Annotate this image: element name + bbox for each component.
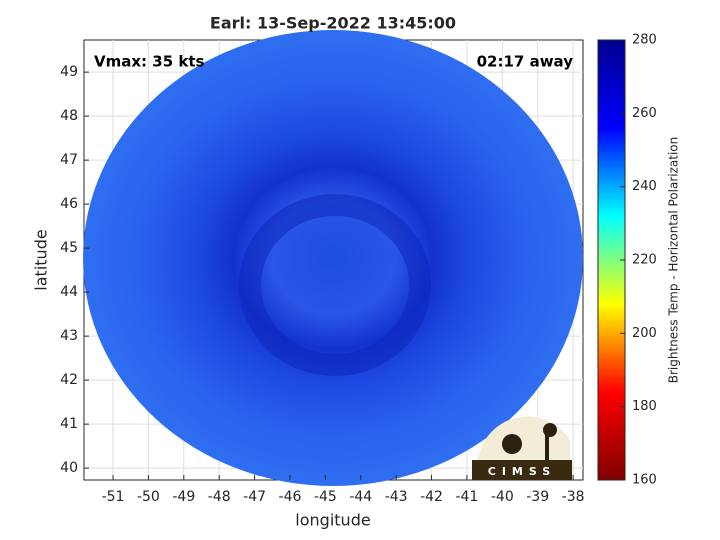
x-tick-label: -51 (102, 489, 125, 505)
y-tick-label: 44 (60, 284, 78, 300)
x-tick-label: -40 (491, 489, 514, 505)
colorbar-tick-label: 200 (632, 326, 657, 341)
y-tick-label: 45 (60, 240, 78, 256)
annotation: Vmax: 35 kts (94, 53, 204, 71)
x-tick-label: -41 (455, 489, 478, 505)
colorbar-tick-label: 240 (632, 179, 657, 194)
swath (83, 30, 583, 486)
y-tick-label: 41 (60, 416, 78, 432)
colorbar-tick-label: 220 (632, 253, 657, 268)
colorbar-tick-label: 180 (632, 399, 657, 414)
x-tick-label: -42 (420, 489, 443, 505)
colorbar-tick-label: 160 (632, 473, 657, 488)
x-tick-label: -38 (562, 489, 585, 505)
x-tick-label: -45 (314, 489, 337, 505)
x-tick-label: -39 (526, 489, 549, 505)
x-axis-label: longitude (295, 511, 370, 530)
y-tick-label: 43 (60, 328, 78, 344)
x-tick-label: -48 (208, 489, 231, 505)
x-tick-label: -47 (243, 489, 266, 505)
y-tick-label: 48 (60, 108, 78, 124)
logo: CIMSS (472, 416, 572, 480)
colorbar-tick-label: 280 (632, 33, 657, 48)
colorbar-label: Brightness Temp - Horizontal Polarizatio… (667, 137, 681, 384)
y-tick-label: 42 (60, 372, 78, 388)
y-tick-label: 46 (60, 196, 78, 212)
x-tick-label: -43 (385, 489, 408, 505)
eye-ring (239, 194, 431, 376)
y-tick-label: 40 (60, 460, 78, 476)
y-tick-label: 47 (60, 152, 78, 168)
logo-text: CIMSS (488, 465, 556, 478)
chart-title: Earl: 13-Sep-2022 13:45:00 (210, 14, 456, 33)
x-tick-label: -50 (137, 489, 160, 505)
y-axis-label: latitude (32, 229, 51, 290)
annotation: 02:17 away (477, 53, 574, 71)
x-tick-label: -49 (172, 489, 195, 505)
x-tick-label: -44 (349, 489, 372, 505)
x-tick-label: -46 (279, 489, 302, 505)
y-tick-label: 49 (60, 64, 78, 80)
colorbar-tick-label: 260 (632, 106, 657, 121)
